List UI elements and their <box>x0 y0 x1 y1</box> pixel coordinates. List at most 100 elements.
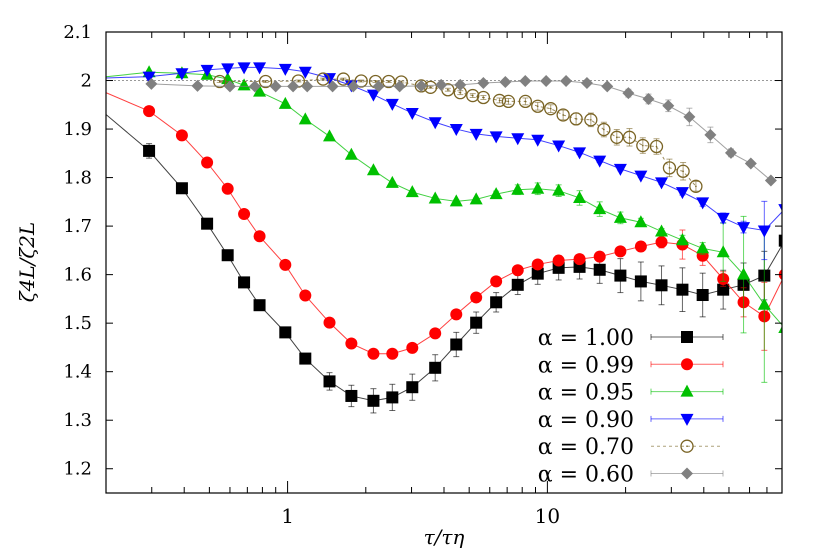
series-line <box>151 80 772 181</box>
data-point <box>634 215 648 228</box>
data-point <box>501 94 516 109</box>
data-point <box>470 316 483 329</box>
data-point-dot <box>360 80 362 82</box>
data-point-dot <box>642 144 644 147</box>
data-point <box>221 72 235 85</box>
data-point <box>238 207 251 220</box>
y-tick-label: 1.3 <box>63 410 92 431</box>
data-point <box>386 391 399 404</box>
data-point <box>614 269 627 282</box>
legend-label: α = 0.70 <box>538 435 634 460</box>
data-point-dot <box>655 145 658 148</box>
data-point <box>221 63 235 76</box>
data-point <box>610 130 624 144</box>
data-point <box>466 88 480 103</box>
data-point-dot <box>615 136 618 139</box>
data-point <box>298 66 312 79</box>
legend-label: α = 0.90 <box>538 408 634 433</box>
series-5 <box>145 75 777 187</box>
data-point-dot <box>536 105 539 108</box>
data-point-dot <box>322 78 324 80</box>
data-point <box>279 258 292 271</box>
data-point <box>82 93 94 105</box>
data-point <box>601 80 614 93</box>
data-point-dot <box>387 80 390 83</box>
data-point <box>519 75 532 88</box>
data-point-dot <box>562 114 564 116</box>
data-point <box>336 72 351 86</box>
data-point <box>511 264 524 277</box>
legend: α = 1.00α = 0.99 α = 0.95α = 0.90α = 0.70… <box>538 326 724 488</box>
data-point-dot <box>342 78 345 80</box>
data-point <box>662 99 675 112</box>
data-point <box>737 267 751 280</box>
legend-marker <box>681 467 693 480</box>
data-point <box>655 279 668 292</box>
data-point <box>237 78 251 91</box>
data-point <box>415 79 428 92</box>
y-tick-label: 1.5 <box>63 313 92 334</box>
data-point <box>614 245 627 258</box>
y-tick-label: 2 <box>81 71 92 92</box>
data-point <box>372 80 385 93</box>
data-point-dot <box>603 128 605 131</box>
data-point <box>253 62 267 75</box>
data-point <box>278 63 292 76</box>
data-point <box>593 263 606 276</box>
data-point <box>593 250 606 263</box>
data-point <box>237 62 251 75</box>
data-point <box>556 108 570 122</box>
data-point <box>675 187 689 200</box>
data-point <box>470 291 483 304</box>
data-point <box>655 236 668 249</box>
data-point-dot <box>482 96 485 99</box>
data-point-dot <box>471 94 474 97</box>
data-point-dot <box>297 80 300 82</box>
legend-label: α = 0.95 <box>538 381 634 406</box>
data-point <box>613 210 627 223</box>
data-point <box>489 187 503 200</box>
series-group <box>82 62 782 414</box>
data-point <box>299 289 312 302</box>
data-point <box>675 233 689 246</box>
data-point <box>345 337 358 350</box>
data-point <box>435 78 448 91</box>
legend-marker-dot <box>686 445 688 448</box>
data-point <box>531 267 544 280</box>
data-point <box>145 77 158 90</box>
data-point <box>642 92 655 105</box>
data-point <box>301 80 314 93</box>
data-point <box>531 99 545 113</box>
data-point-dot <box>668 167 671 169</box>
data-point <box>406 341 419 354</box>
data-point <box>778 234 782 247</box>
data-point <box>201 156 214 169</box>
y-tick-label: 1.8 <box>63 168 92 189</box>
data-point <box>489 131 503 144</box>
data-point <box>385 98 399 111</box>
data-point <box>490 296 503 309</box>
data-point <box>622 87 635 100</box>
data-point <box>476 90 491 105</box>
data-point-dot <box>628 136 631 139</box>
data-point <box>552 183 566 196</box>
data-point <box>552 254 565 267</box>
data-point <box>492 93 507 108</box>
series-2 <box>106 65 782 383</box>
data-point-dot <box>590 119 592 121</box>
data-point <box>724 146 737 159</box>
data-point <box>552 140 566 153</box>
data-point <box>393 80 406 93</box>
data-point <box>613 163 627 176</box>
data-point <box>499 75 512 88</box>
data-point <box>367 394 380 407</box>
data-point <box>253 230 266 243</box>
legend-marker <box>680 384 694 397</box>
data-point-dot <box>524 100 527 103</box>
data-point <box>622 130 637 144</box>
data-point <box>253 84 267 97</box>
data-point <box>428 117 442 130</box>
y-tick-label: 1.4 <box>63 362 92 383</box>
legend-label: α = 0.60 <box>538 463 634 488</box>
data-point <box>450 338 463 351</box>
